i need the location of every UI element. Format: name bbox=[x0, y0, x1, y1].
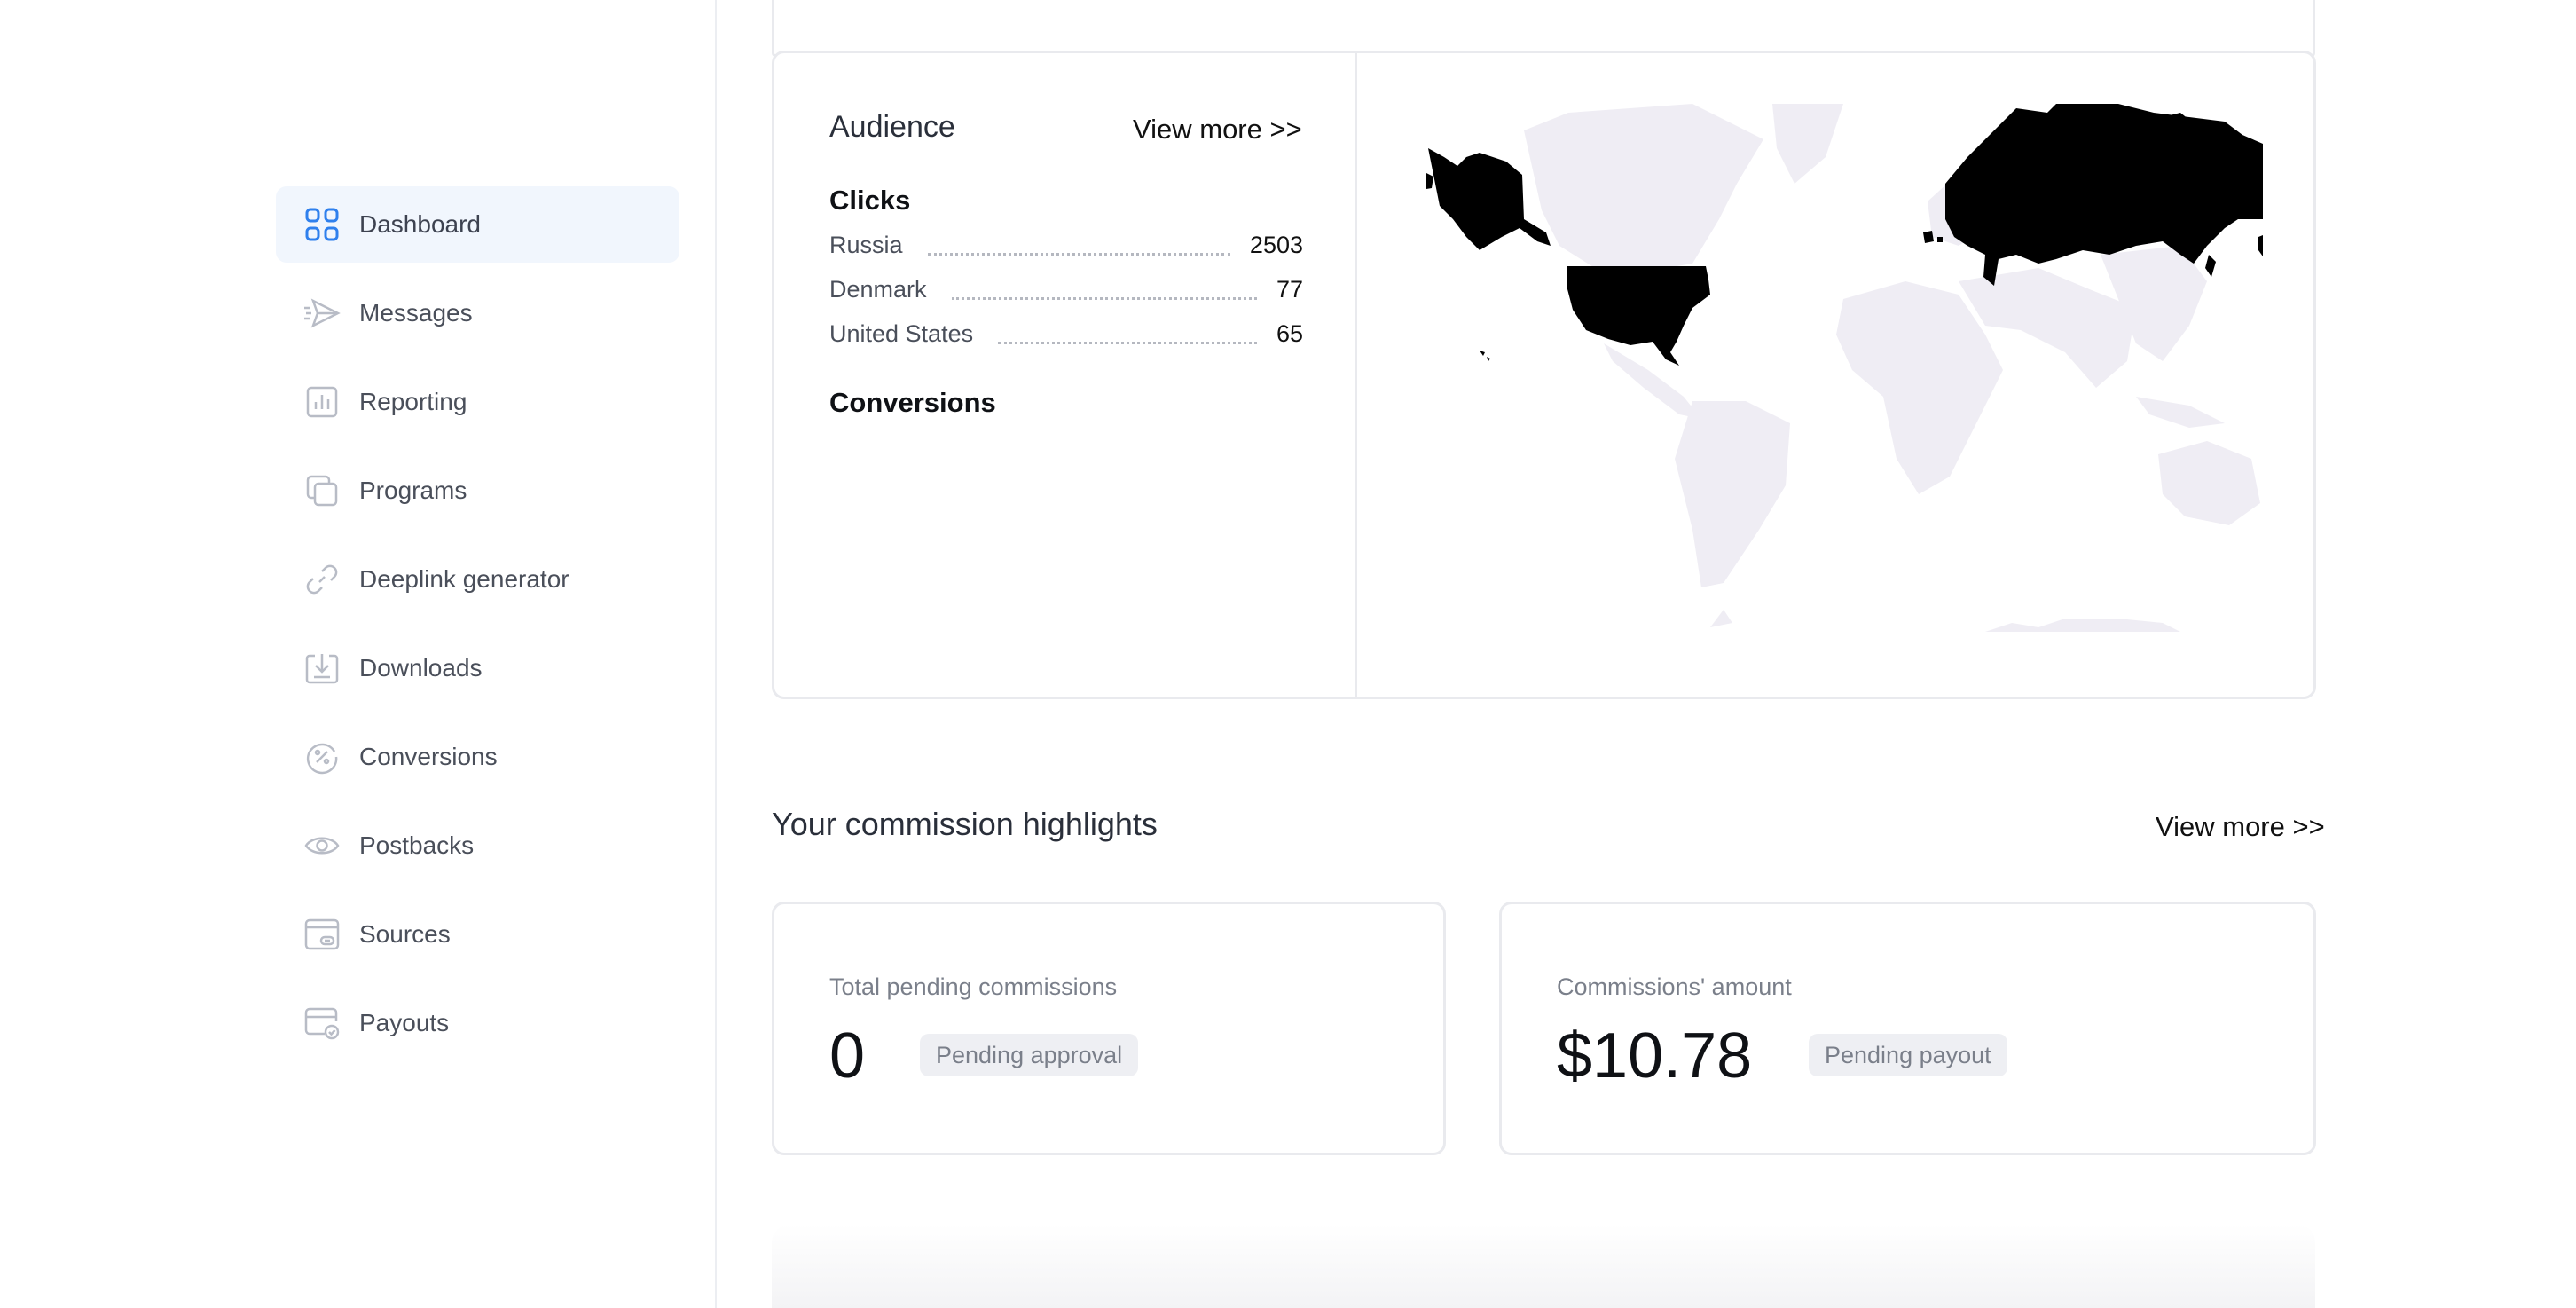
grid-icon bbox=[302, 205, 342, 244]
previous-card bbox=[772, 0, 2315, 57]
sidebar-item-label: Payouts bbox=[359, 1009, 450, 1036]
download-icon bbox=[302, 649, 342, 688]
clicks-row: United States 65 bbox=[829, 316, 1303, 351]
percent-circle-icon bbox=[302, 737, 342, 776]
pending-commissions-card: Total pending commissions 0 Pending appr… bbox=[772, 902, 1446, 1155]
sidebar-item-downloads[interactable]: Downloads bbox=[276, 630, 679, 706]
sidebar-item-deeplink-generator[interactable]: Deeplink generator bbox=[276, 541, 679, 618]
conversions-heading: Conversions bbox=[829, 387, 996, 418]
clicks-row: Russia 2503 bbox=[829, 227, 1303, 263]
card-check-icon bbox=[302, 1004, 342, 1043]
stat-label: Commissions' amount bbox=[1557, 973, 1792, 1000]
sidebar-item-label: Programs bbox=[359, 477, 467, 504]
sidebar-item-dashboard[interactable]: Dashboard bbox=[276, 186, 679, 263]
commission-highlights-title: Your commission highlights bbox=[772, 806, 1158, 842]
sidebar-item-label: Sources bbox=[359, 920, 451, 948]
audience-title: Audience bbox=[829, 110, 955, 144]
commissions-view-more-link[interactable]: View more >> bbox=[2156, 811, 2325, 842]
world-map bbox=[1426, 104, 2263, 639]
sidebar-item-label: Deeplink generator bbox=[359, 565, 569, 593]
country-name: Russia bbox=[829, 231, 903, 258]
sidebar-item-label: Downloads bbox=[359, 654, 483, 682]
eye-icon bbox=[302, 826, 342, 865]
stat-value: 0 bbox=[829, 1020, 866, 1091]
card-divider bbox=[1355, 53, 1357, 697]
clicks-heading: Clicks bbox=[829, 185, 911, 216]
audience-card: Audience View more >> Clicks Russia 2503… bbox=[772, 51, 2316, 699]
stat-label: Total pending commissions bbox=[829, 973, 1118, 1000]
sidebar-item-payouts[interactable]: Payouts bbox=[276, 985, 679, 1061]
sidebar-item-reporting[interactable]: Reporting bbox=[276, 364, 679, 440]
map-highlighted-countries bbox=[1426, 104, 2263, 366]
sidebar-item-label: Messages bbox=[359, 299, 473, 327]
clicks-row: Denmark 77 bbox=[829, 272, 1303, 307]
sidebar-item-messages[interactable]: Messages bbox=[276, 275, 679, 351]
copy-icon bbox=[302, 471, 342, 510]
dotted-leader bbox=[927, 235, 1230, 256]
status-badge: Pending payout bbox=[1809, 1034, 2007, 1076]
country-name: United States bbox=[829, 319, 974, 347]
click-count: 65 bbox=[1276, 319, 1303, 347]
paper-plane-icon bbox=[302, 294, 342, 333]
map-base-land bbox=[1524, 104, 2260, 632]
bar-chart-icon bbox=[302, 382, 342, 422]
sidebar-item-conversions[interactable]: Conversions bbox=[276, 719, 679, 795]
sidebar-item-label: Conversions bbox=[359, 743, 498, 770]
sidebar-item-postbacks[interactable]: Postbacks bbox=[276, 808, 679, 884]
next-card-edge bbox=[772, 1225, 2315, 1308]
sidebar-item-programs[interactable]: Programs bbox=[276, 453, 679, 529]
sidebar: Dashboard Messages Reporting Programs bbox=[0, 0, 717, 1308]
stat-value: $10.78 bbox=[1557, 1020, 1753, 1091]
click-count: 2503 bbox=[1249, 231, 1303, 258]
country-name: Denmark bbox=[829, 275, 927, 303]
sidebar-item-sources[interactable]: Sources bbox=[276, 896, 679, 973]
status-badge: Pending approval bbox=[920, 1034, 1139, 1076]
commissions-amount-card: Commissions' amount $10.78 Pending payou… bbox=[1499, 902, 2316, 1155]
audience-view-more-link[interactable]: View more >> bbox=[1133, 114, 1302, 145]
dotted-leader bbox=[998, 324, 1257, 344]
sidebar-item-label: Postbacks bbox=[359, 831, 475, 859]
sidebar-item-label: Dashboard bbox=[359, 210, 481, 238]
browser-link-icon bbox=[302, 915, 342, 954]
sidebar-item-label: Reporting bbox=[359, 388, 467, 415]
click-count: 77 bbox=[1276, 275, 1303, 303]
link-icon bbox=[302, 560, 342, 599]
dotted-leader bbox=[951, 280, 1257, 300]
